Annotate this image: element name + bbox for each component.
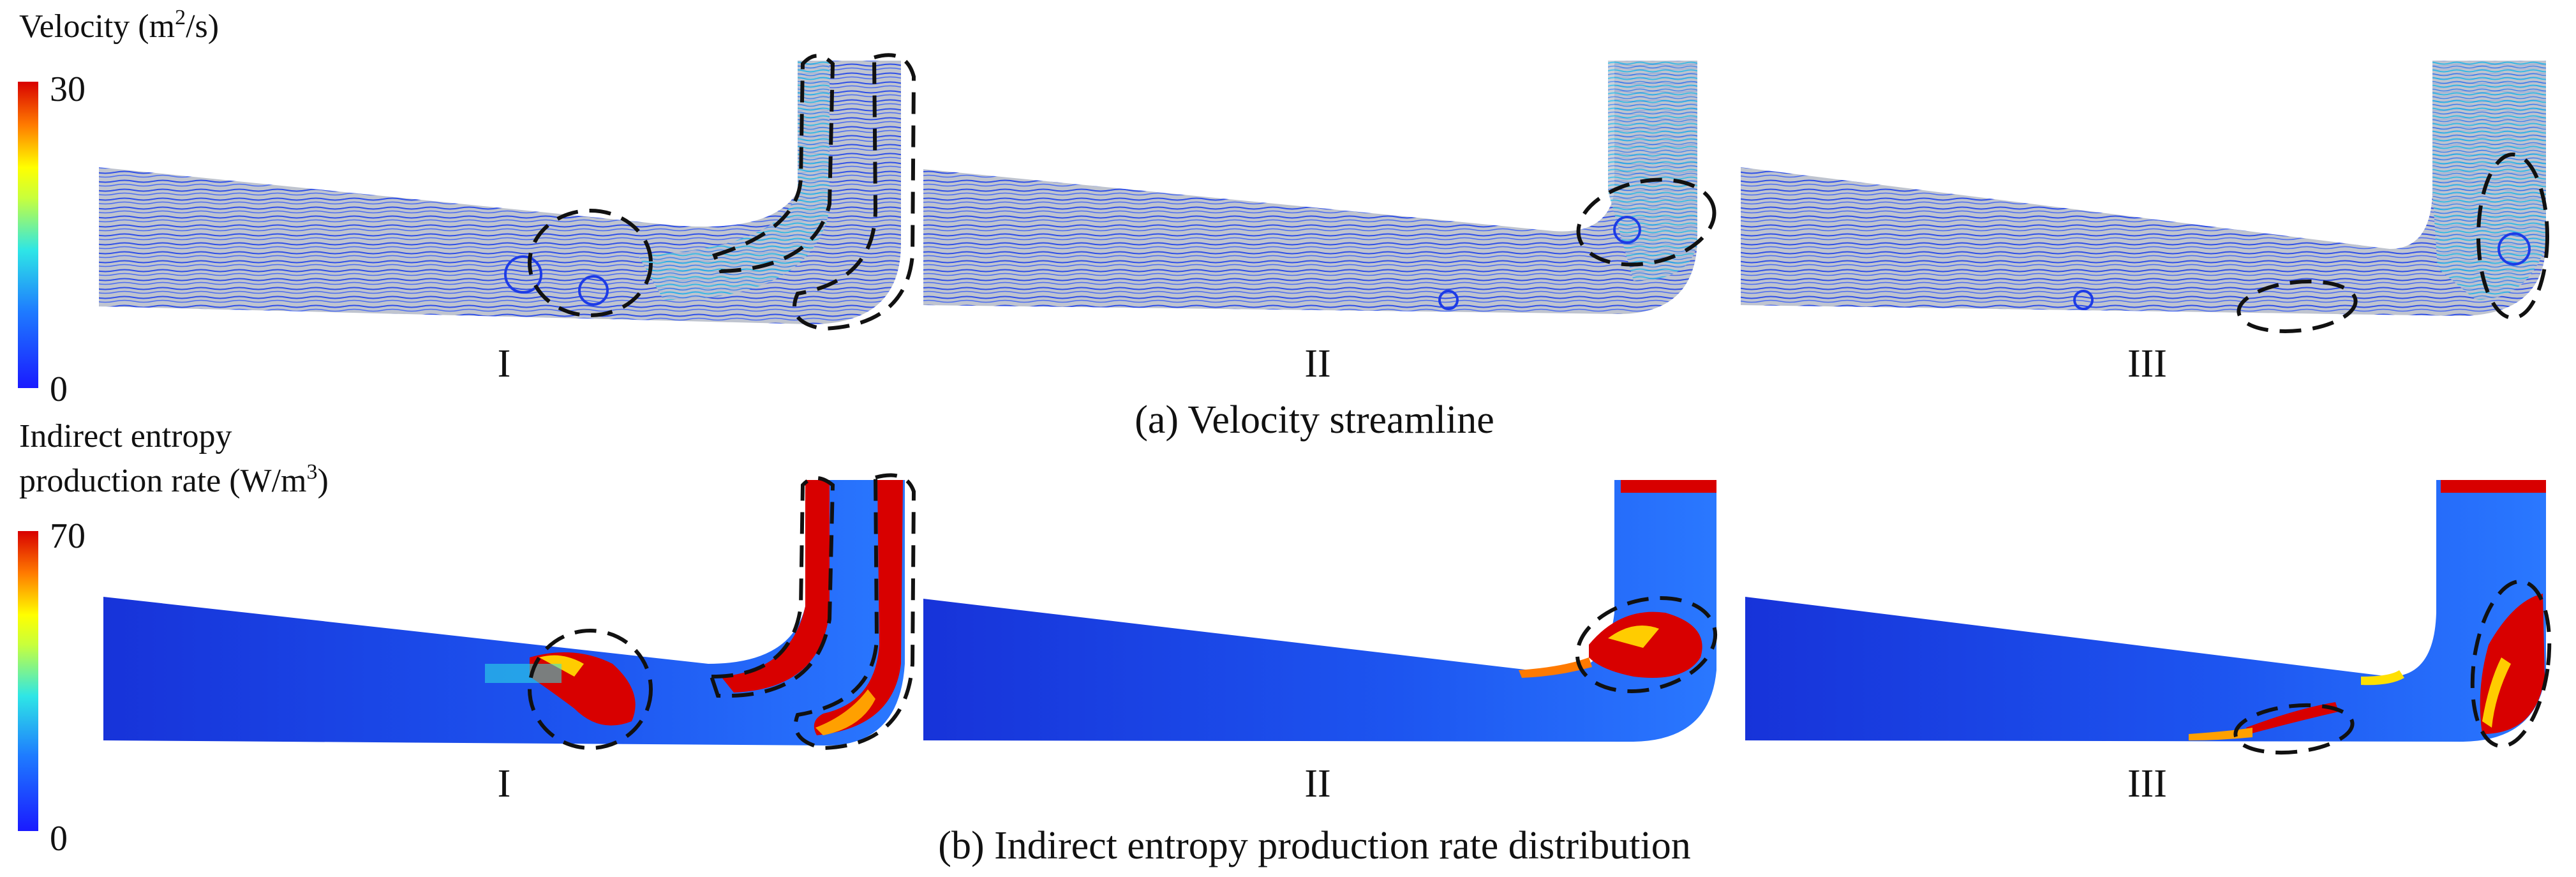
entropy-colorbar-gradient [18, 531, 38, 831]
velocity-panel-1-eddy [578, 275, 609, 306]
entropy-panel-1-hotspot [721, 480, 830, 693]
velocity-panel-1-highlight [712, 54, 835, 274]
velocity-panel-2: II [923, 61, 1716, 386]
entropy-colorbar-min: 0 [50, 819, 68, 858]
entropy-panel-1-highlight [528, 629, 653, 750]
velocity-panel-1-domain [99, 61, 901, 324]
velocity-colorbar-title: Velocity (m2/s) [19, 6, 219, 45]
entropy-panel-2-hotspot [1621, 480, 1716, 493]
velocity-panel-1-highlight [528, 209, 653, 317]
velocity-panel-2-highlight [1576, 177, 1716, 267]
entropy-panel-1: I [103, 473, 916, 806]
velocity-panel-2-label: II [1304, 342, 1330, 386]
entropy-colorbar-title-line2: production rate (W/m3) [19, 460, 329, 499]
velocity-row: I II III (a) Velocity streamline [99, 53, 2549, 442]
entropy-row-caption: (b) Indirect entropy production rate dis… [938, 824, 1690, 867]
velocity-panel-3: III [1741, 61, 2549, 386]
entropy-panel-2-hotspot [1608, 626, 1659, 648]
entropy-panel-3-hotspot [2482, 657, 2511, 728]
velocity-panel-1-eddy [504, 255, 542, 294]
entropy-colorbar-title-line1: Indirect entropy [19, 418, 232, 454]
entropy-panel-1-hotspot [814, 480, 903, 735]
velocity-row-caption: (a) Velocity streamline [1135, 398, 1494, 442]
velocity-panel-1-highlight [793, 53, 916, 331]
entropy-panel-3-domain [1745, 480, 2546, 742]
entropy-panel-3-highlight [2233, 703, 2355, 755]
entropy-panel-3-highlight [2470, 580, 2552, 748]
entropy-panel-1-highlight [708, 476, 835, 698]
velocity-panel-3-eddy [2498, 232, 2531, 266]
entropy-panel-1-label: I [498, 762, 511, 806]
velocity-panel-2-vortex-band [1608, 61, 1697, 281]
entropy-panel-1-hotspot [815, 689, 875, 735]
velocity-colorbar-gradient [18, 82, 38, 388]
velocity-panel-1-label: I [498, 342, 511, 386]
velocity-panel-3-highlight [2476, 153, 2549, 320]
velocity-panel-3-domain [1741, 61, 2546, 316]
entropy-panel-2-highlight [1575, 596, 1718, 693]
velocity-colorbar-min: 0 [50, 370, 68, 409]
entropy-panel-3-label: III [2127, 762, 2167, 806]
velocity-panel-2-domain [923, 61, 1697, 314]
velocity-colorbar: Velocity (m2/s) 30 0 [18, 6, 219, 409]
entropy-panel-3-hotspot [2361, 670, 2404, 686]
entropy-panel-2-label: II [1304, 762, 1330, 806]
entropy-panel-2-domain [923, 480, 1716, 742]
entropy-row: I II III (b) Indirect entropy production… [103, 473, 2552, 867]
entropy-panel-3: III [1745, 480, 2552, 806]
velocity-panel-3-eddy [2073, 290, 2094, 310]
velocity-panel-2-eddy [1613, 216, 1641, 244]
entropy-panel-3-hotspot [2441, 480, 2546, 493]
entropy-panel-1-hotspot [485, 664, 562, 683]
velocity-panel-1: I [99, 53, 916, 386]
velocity-colorbar-max: 30 [50, 70, 86, 109]
entropy-panel-1-domain [103, 480, 905, 746]
entropy-panel-2-hotspot [1519, 657, 1592, 678]
entropy-panel-3-hotspot [2246, 702, 2339, 734]
velocity-panel-2-eddy [1438, 290, 1459, 310]
entropy-panel-2: II [923, 480, 1718, 806]
entropy-colorbar: Indirect entropy production rate (W/m3) … [18, 418, 329, 858]
velocity-panel-3-label: III [2127, 342, 2167, 386]
velocity-panel-3-highlight [2237, 280, 2358, 333]
entropy-panel-1-highlight [793, 473, 916, 751]
velocity-panel-1-vortex-band [638, 61, 830, 300]
entropy-colorbar-max: 70 [50, 516, 86, 556]
